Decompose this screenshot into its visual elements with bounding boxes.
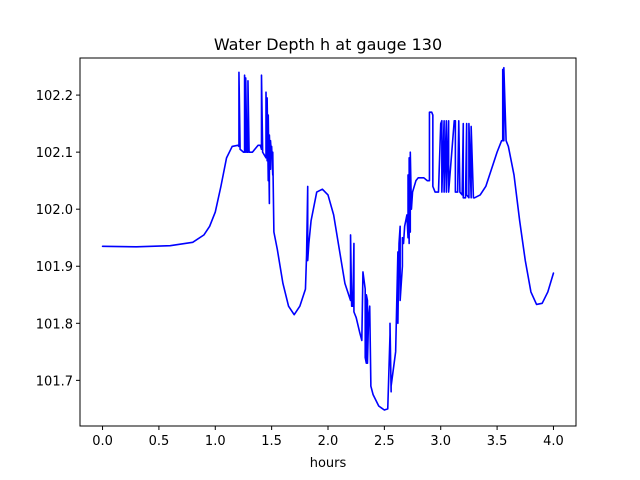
y-tick-label: 101.8 (36, 317, 73, 332)
plot-area (101, 66, 555, 411)
y-axis: 101.7 101.8 101.9 102.0 102.1 102.2 (36, 89, 80, 389)
x-tick-label: 0.0 (92, 434, 113, 449)
x-tick-label: 3.5 (487, 434, 508, 449)
x-tick-label: 3.0 (430, 434, 451, 449)
chart-title: Water Depth h at gauge 130 (214, 35, 442, 54)
y-tick-label: 102.1 (36, 146, 73, 161)
x-tick-label: 1.0 (205, 434, 226, 449)
x-axis: 0.0 0.5 1.0 1.5 2.0 2.5 3.0 3.5 4.0 (92, 426, 564, 449)
y-tick-label: 101.7 (36, 374, 73, 389)
series-line-0 (101, 66, 555, 411)
x-tick-label: 0.5 (149, 434, 170, 449)
x-tick-label: 2.5 (374, 434, 395, 449)
y-tick-label: 101.9 (36, 260, 73, 275)
y-tick-label: 102.2 (36, 89, 73, 104)
x-tick-label: 1.5 (261, 434, 282, 449)
x-axis-label: hours (310, 456, 347, 471)
x-tick-label: 4.0 (543, 434, 564, 449)
x-tick-label: 2.0 (318, 434, 339, 449)
y-tick-label: 102.0 (36, 203, 73, 218)
